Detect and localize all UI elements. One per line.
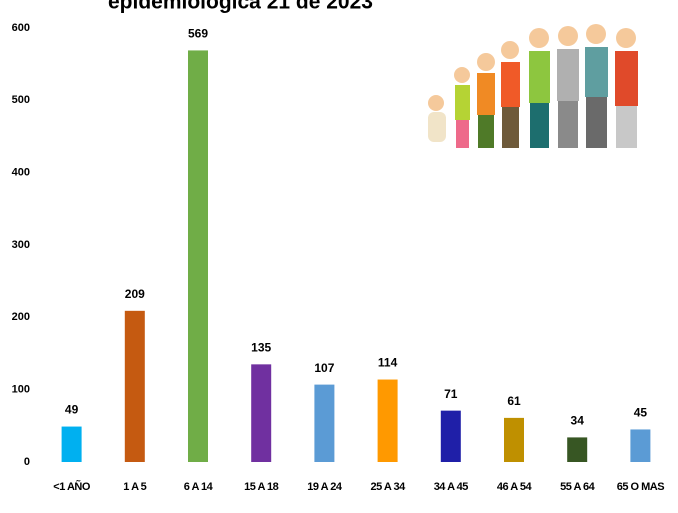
y-tick-label: 500 — [12, 94, 30, 106]
data-label: 107 — [314, 361, 334, 375]
y-tick-label: 600 — [12, 22, 30, 34]
x-tick-label: 25 A 34 — [370, 481, 406, 493]
bar — [440, 410, 461, 462]
x-tick-label: 55 A 64 — [560, 481, 596, 493]
data-label: 209 — [125, 287, 145, 301]
bar — [124, 310, 145, 462]
data-label: 61 — [507, 394, 521, 408]
bar — [567, 437, 588, 462]
y-tick-label: 0 — [24, 456, 30, 468]
data-label: 45 — [634, 406, 648, 420]
bar — [504, 417, 524, 462]
chart-title: epidemiológica 21 de 2023 — [108, 0, 373, 14]
bar — [377, 379, 398, 462]
x-tick-label: 46 A 54 — [497, 481, 533, 493]
x-tick-label: 15 A 18 — [244, 481, 279, 493]
data-label: 49 — [65, 403, 79, 417]
y-tick-label: 200 — [12, 311, 30, 323]
bar — [188, 50, 208, 462]
y-tick-label: 400 — [12, 167, 30, 179]
x-tick-label: 6 A 14 — [184, 481, 214, 493]
y-tick-label: 300 — [12, 239, 30, 251]
data-label: 569 — [188, 27, 208, 41]
x-tick-label: 19 A 24 — [307, 481, 343, 493]
bar — [314, 384, 335, 462]
x-tick-label: 1 A 5 — [123, 481, 146, 493]
x-tick-label: 34 A 45 — [434, 481, 469, 493]
bar — [61, 426, 82, 462]
bar — [630, 429, 651, 462]
x-tick-label: 65 O MAS — [617, 481, 665, 493]
data-label: 114 — [378, 356, 398, 370]
y-tick-label: 100 — [12, 384, 30, 396]
x-tick-label: <1 AÑO — [53, 480, 91, 493]
people-illustration — [428, 24, 638, 148]
data-label: 135 — [251, 341, 271, 355]
data-label: 71 — [444, 387, 458, 401]
data-label: 34 — [571, 414, 585, 428]
bar — [251, 364, 272, 462]
